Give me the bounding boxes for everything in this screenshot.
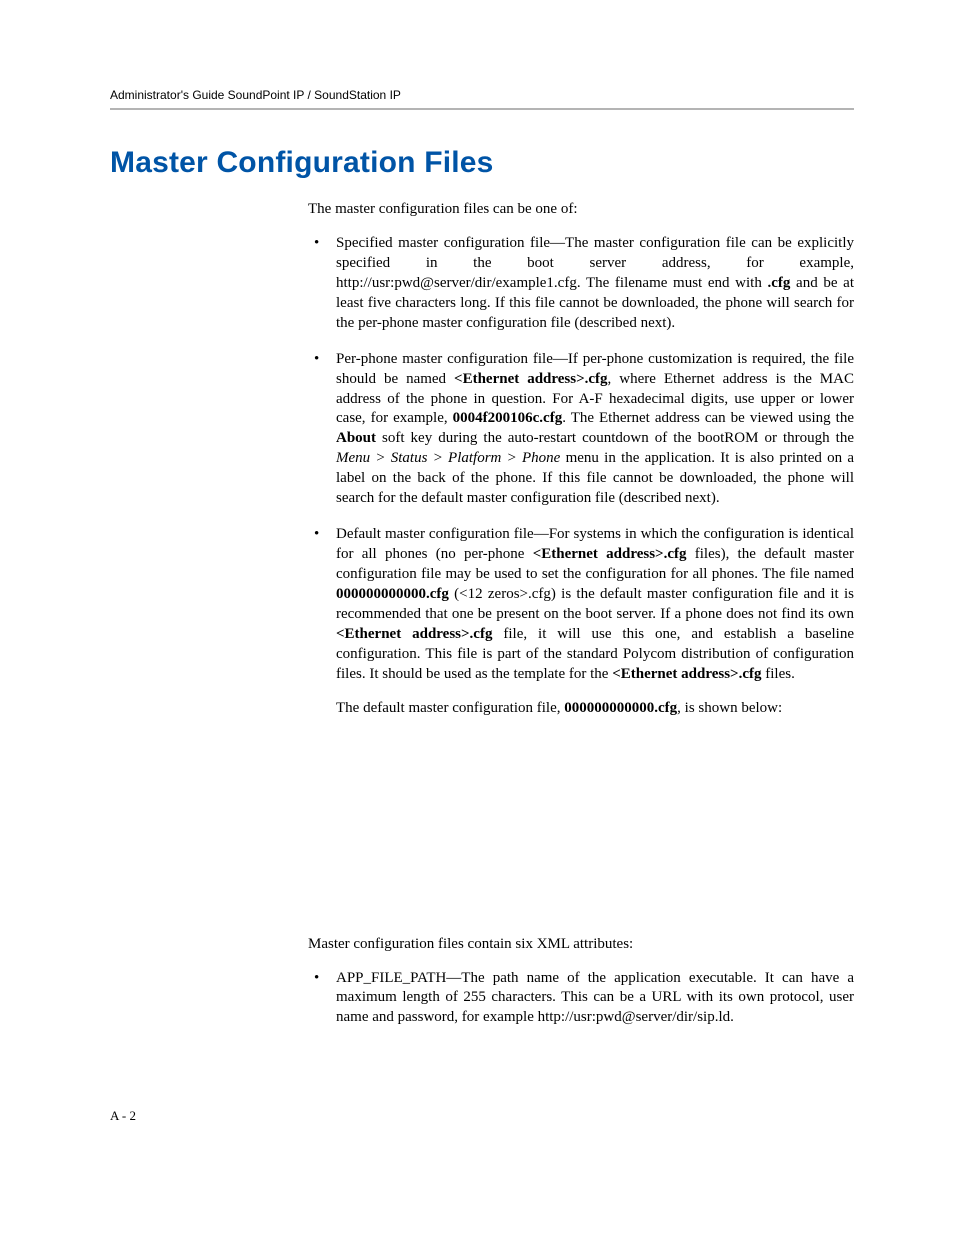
- text-run: soft key during the auto-restart countdo…: [376, 430, 854, 446]
- section-title: Master Configuration Files: [110, 146, 854, 180]
- bold-run: About: [336, 430, 376, 446]
- bold-run: <Ethernet address>.cfg: [533, 546, 687, 562]
- text-run: . The Ethernet address can be viewed usi…: [562, 410, 854, 426]
- bold-run: 000000000000.cfg: [336, 586, 449, 602]
- text-run: APP_FILE_PATH—The path name of the appli…: [336, 970, 854, 1026]
- follow-paragraph: The default master configuration file, 0…: [336, 699, 854, 719]
- list-item: Per-phone master configuration file—If p…: [308, 350, 854, 510]
- text-run: The default master configuration file,: [336, 700, 564, 716]
- bold-run: <Ethernet address>.cfg: [612, 666, 761, 682]
- list-item: Specified master configuration file—The …: [308, 234, 854, 334]
- document-page: Administrator's Guide SoundPoint IP / So…: [0, 0, 954, 1184]
- figure-placeholder-gap: [308, 735, 854, 935]
- page-number: A - 2: [110, 1108, 854, 1124]
- body-text-block: The master configuration files can be on…: [308, 200, 854, 1028]
- bold-run: .cfg: [768, 275, 791, 291]
- bold-run: 000000000000.cfg: [564, 700, 677, 716]
- bullet-list-1: Specified master configuration file—The …: [308, 234, 854, 719]
- intro-paragraph: The master configuration files can be on…: [308, 200, 854, 220]
- running-header: Administrator's Guide SoundPoint IP / So…: [110, 88, 854, 110]
- text-run: , is shown below:: [677, 700, 782, 716]
- list-item: APP_FILE_PATH—The path name of the appli…: [308, 969, 854, 1029]
- text-run: files.: [762, 666, 795, 682]
- bold-run: <Ethernet address>.cfg: [336, 626, 492, 642]
- bullet-list-2: APP_FILE_PATH—The path name of the appli…: [308, 969, 854, 1029]
- italic-run: Menu > Status > Platform > Phone: [336, 450, 560, 466]
- bold-run: <Ethernet address>.cfg: [454, 371, 608, 387]
- bold-run: 0004f200106c.cfg: [453, 410, 563, 426]
- xml-intro-paragraph: Master configuration files contain six X…: [308, 935, 854, 955]
- list-item: Default master configuration file—For sy…: [308, 525, 854, 718]
